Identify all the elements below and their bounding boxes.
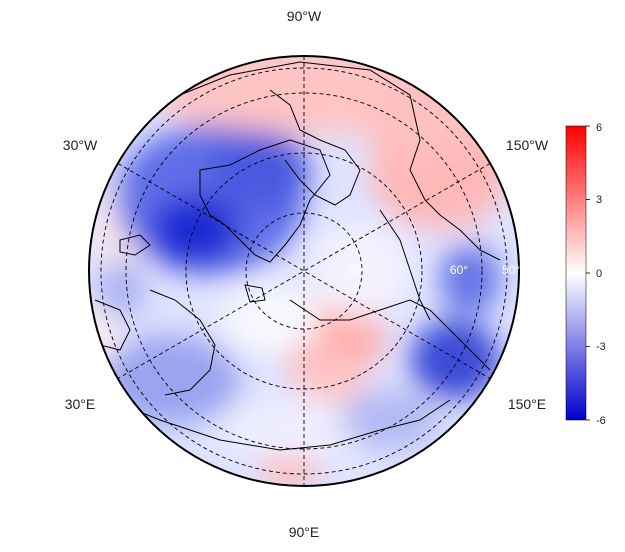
latitude-label-80: 80° bbox=[349, 263, 367, 277]
greenland-coastline bbox=[199, 139, 331, 263]
longitude-label-30e: 30°E bbox=[65, 396, 96, 412]
colorbar-tick-label: 3 bbox=[596, 194, 602, 206]
north-america-coastline bbox=[179, 61, 501, 261]
colorbar: 6 3 0 -3 -6 bbox=[565, 122, 606, 427]
longitude-label-90w: 90°W bbox=[287, 8, 322, 24]
latitude-label-50: 50° bbox=[502, 263, 520, 277]
colorbar-tick-label: 6 bbox=[596, 122, 602, 134]
siberia-coastline bbox=[289, 299, 491, 371]
latitude-circle-80 bbox=[245, 212, 363, 330]
latitude-circle-60 bbox=[125, 92, 483, 450]
graticule bbox=[100, 56, 508, 486]
map-border bbox=[88, 55, 520, 487]
longitude-label-150e: 150°E bbox=[508, 396, 546, 412]
meridian-150w-30e bbox=[117, 163, 491, 379]
colorbar-tick-label: 0 bbox=[596, 268, 602, 280]
colorbar-tick-label: -6 bbox=[596, 415, 606, 427]
longitude-label-90e: 90°E bbox=[289, 524, 320, 540]
scandinavia-coastline bbox=[149, 289, 216, 396]
canadian-archipelago-coastline bbox=[269, 89, 361, 206]
longitude-label-30w: 30°W bbox=[63, 137, 98, 153]
svalbard-coastline bbox=[244, 284, 266, 303]
meridian-30w-150e bbox=[117, 163, 491, 379]
latitude-label-60: 60° bbox=[450, 263, 468, 277]
colorbar-ticks bbox=[586, 125, 590, 421]
longitude-label-150w: 150°W bbox=[506, 137, 549, 153]
iceland-coastline bbox=[119, 234, 151, 256]
latitude-circle-50 bbox=[100, 67, 508, 475]
colorbar-tick-label: -3 bbox=[596, 341, 606, 353]
colorbar-gradient bbox=[565, 125, 587, 421]
